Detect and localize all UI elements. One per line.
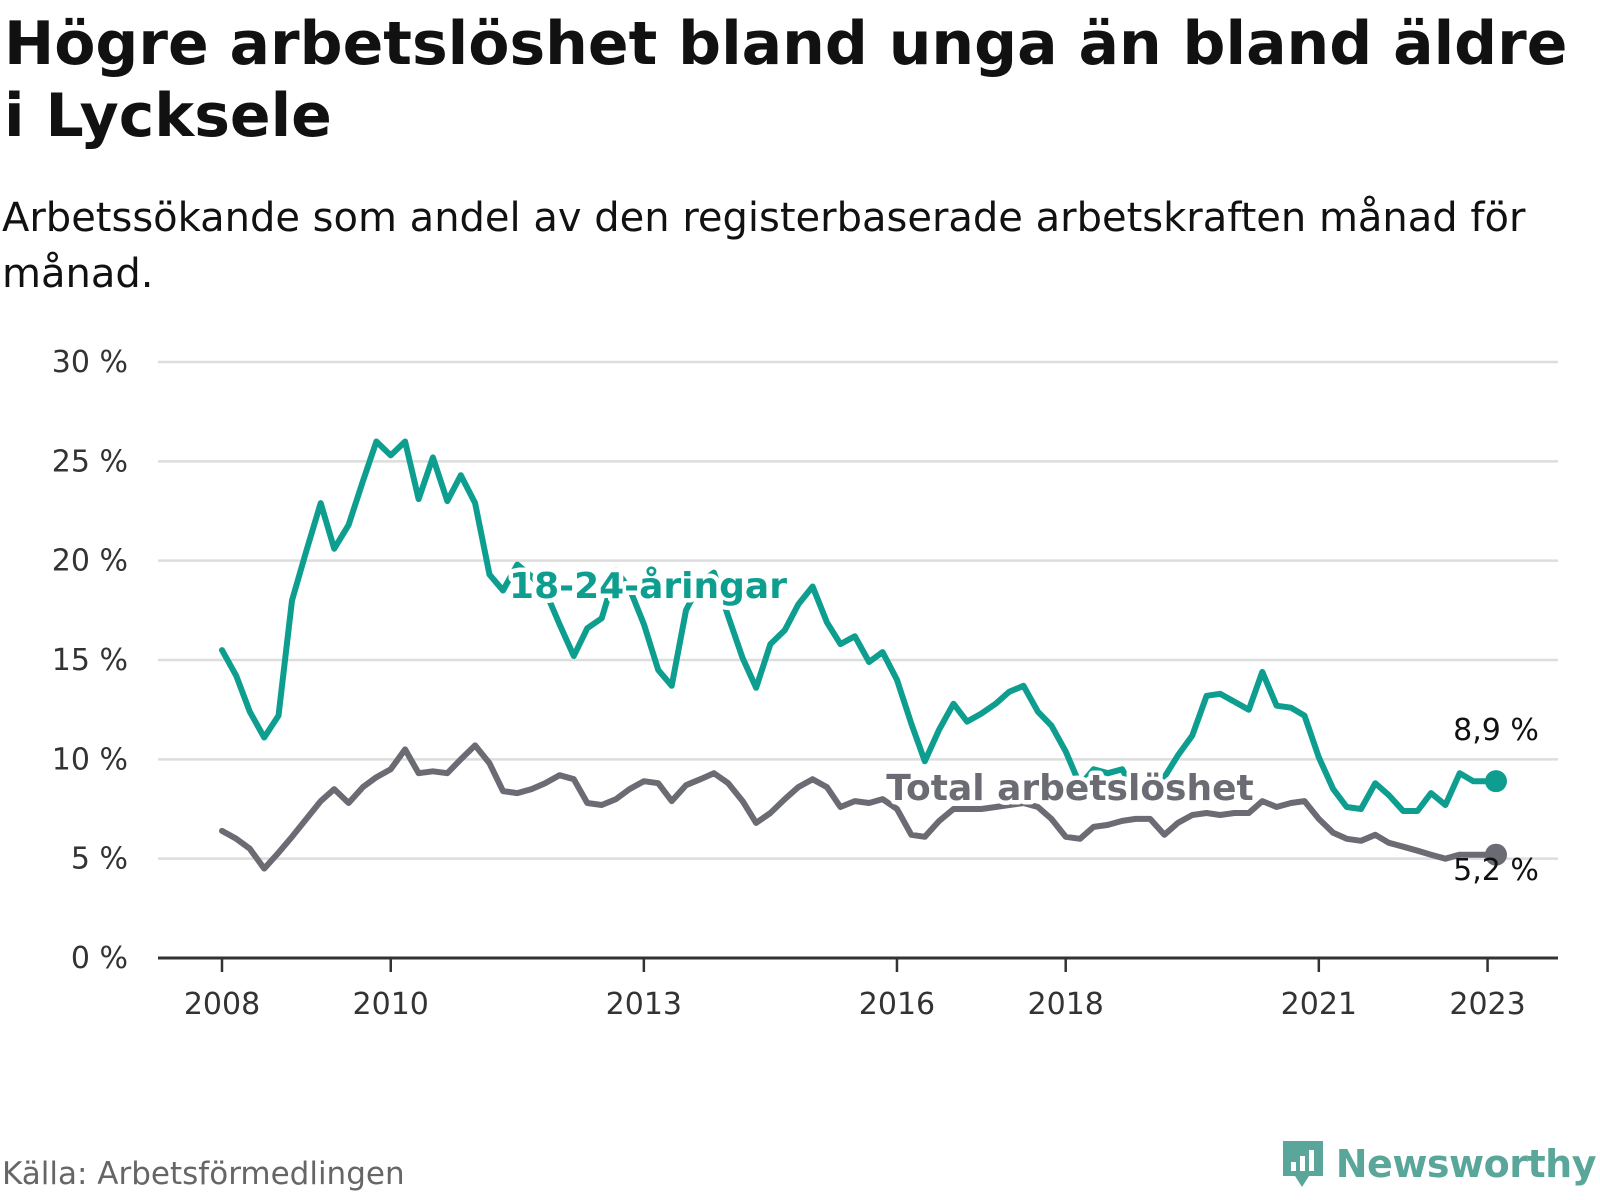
x-tick-label: 2013 bbox=[606, 987, 682, 1022]
series-label-youth: 18-24-åringar bbox=[509, 566, 787, 607]
y-tick-label: 20 % bbox=[52, 544, 128, 579]
x-tick-label: 2016 bbox=[859, 987, 935, 1022]
chart-title: Högre arbetslöshet bland unga än bland ä… bbox=[4, 9, 1568, 151]
y-tick-label: 10 % bbox=[52, 742, 128, 777]
end-point-total bbox=[1485, 843, 1507, 866]
x-axis-tick-labels: 2008 2010 2013 2016 2018 2021 2023 bbox=[184, 987, 1526, 1022]
series-line-total bbox=[219, 742, 1499, 872]
brand-logo: Newsworthy bbox=[1280, 1138, 1597, 1190]
gridlines bbox=[158, 360, 1558, 860]
x-tick-label: 2023 bbox=[1449, 987, 1525, 1022]
source-note: Källa: Arbetsförmedlingen bbox=[2, 1156, 405, 1192]
series-label-total: Total arbetslöshet bbox=[886, 768, 1254, 809]
y-tick-label: 30 % bbox=[52, 345, 128, 380]
end-point-youth bbox=[1485, 770, 1507, 793]
x-tick-label: 2018 bbox=[1028, 987, 1104, 1022]
end-value-label-youth: 8,9 % bbox=[1453, 713, 1539, 748]
y-axis-tick-labels: 0 % 5 % 10 % 15 % 20 % 25 % 30 % bbox=[52, 345, 128, 976]
y-tick-label: 5 % bbox=[71, 842, 128, 877]
x-tick-label: 2021 bbox=[1281, 987, 1357, 1022]
line-chart: 0 %5 %10 %15 %20 %25 %30 % 2008 2010 2013 2… bbox=[52, 345, 1558, 1022]
chart-subtitle: Arbetssökande som andel av den registerb… bbox=[2, 195, 1526, 297]
series-lines bbox=[219, 438, 1507, 872]
y-tick-label: 25 % bbox=[52, 444, 128, 479]
newsworthy-logo-icon bbox=[1282, 1141, 1323, 1187]
x-tick-label: 2008 bbox=[184, 987, 260, 1022]
y-tick-label: 15 % bbox=[52, 643, 128, 678]
y-tick-label: 0 % bbox=[71, 941, 128, 976]
x-tick-label: 2010 bbox=[353, 987, 429, 1022]
series-line-youth bbox=[219, 438, 1499, 814]
brand-name: Newsworthy bbox=[1335, 1142, 1597, 1186]
series-labels: 18-24-åringar 8,9 % Total arbetslöshet 5,2 … bbox=[505, 562, 1539, 889]
end-value-label-total: 5,2 % bbox=[1453, 853, 1539, 888]
x-axis bbox=[158, 956, 1558, 972]
